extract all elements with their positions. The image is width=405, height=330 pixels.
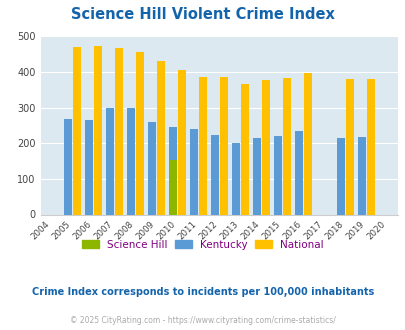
Bar — [240, 84, 248, 214]
Bar — [85, 120, 92, 214]
Bar — [210, 135, 218, 214]
Text: © 2025 CityRating.com - https://www.cityrating.com/crime-statistics/: © 2025 CityRating.com - https://www.city… — [70, 316, 335, 325]
Bar — [177, 70, 185, 214]
Bar — [114, 48, 122, 214]
Bar — [231, 143, 239, 214]
Bar — [273, 136, 281, 214]
Bar — [147, 122, 156, 214]
Bar — [303, 73, 311, 214]
Text: Science Hill Violent Crime Index: Science Hill Violent Crime Index — [71, 7, 334, 22]
Text: Crime Index corresponds to incidents per 100,000 inhabitants: Crime Index corresponds to incidents per… — [32, 287, 373, 297]
Bar — [366, 80, 374, 214]
Bar — [126, 108, 134, 214]
Bar — [93, 46, 101, 214]
Bar — [219, 77, 227, 215]
Bar — [357, 137, 365, 214]
Bar — [168, 127, 176, 214]
Bar — [135, 52, 143, 214]
Bar — [282, 78, 290, 214]
Bar — [336, 138, 344, 214]
Bar — [261, 80, 269, 214]
Bar — [252, 138, 260, 214]
Legend: Science Hill, Kentucky, National: Science Hill, Kentucky, National — [78, 236, 327, 254]
Bar — [294, 131, 302, 214]
Bar — [168, 160, 176, 214]
Bar — [105, 108, 113, 214]
Bar — [345, 80, 353, 214]
Bar — [72, 47, 80, 214]
Bar — [190, 129, 197, 214]
Bar — [64, 119, 72, 214]
Bar — [156, 61, 164, 214]
Bar — [198, 77, 206, 215]
